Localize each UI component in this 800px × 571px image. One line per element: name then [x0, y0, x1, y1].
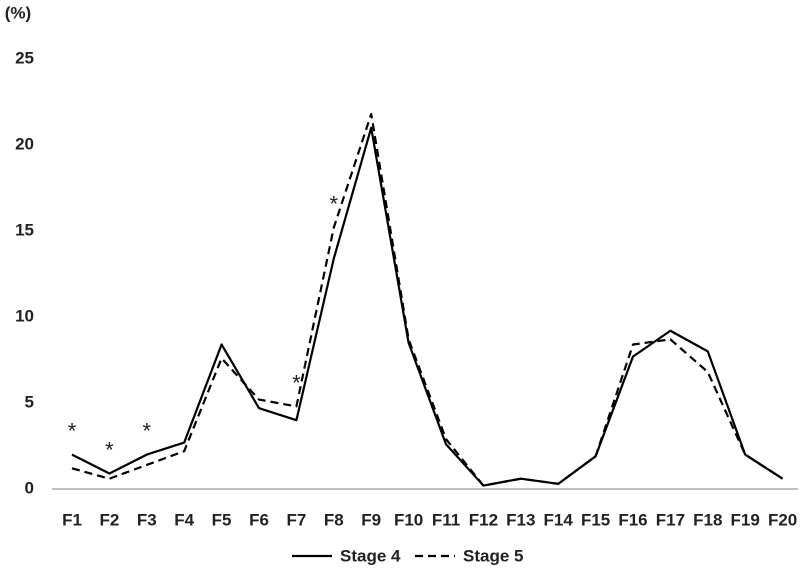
- y-tick-label: 25: [15, 48, 34, 67]
- x-tick-label: F12: [469, 510, 498, 529]
- significance-mark: *: [143, 418, 152, 443]
- x-tick-label: F3: [137, 510, 157, 529]
- legend-label: Stage 4: [340, 546, 401, 565]
- significance-mark: *: [330, 191, 339, 216]
- y-tick-label: 20: [15, 134, 34, 153]
- y-tick-label: 0: [25, 478, 34, 497]
- x-tick-label: F17: [656, 510, 685, 529]
- x-tick-label: F13: [506, 510, 535, 529]
- x-tick-label: F11: [432, 510, 460, 529]
- series-line: [71, 112, 784, 487]
- y-tick-label: 15: [15, 220, 34, 239]
- y-tick-label: 10: [15, 306, 34, 325]
- x-tick-label: F1: [62, 510, 82, 529]
- significance-mark: *: [292, 370, 301, 395]
- x-tick-label: F6: [249, 510, 269, 529]
- significance-mark: *: [68, 418, 77, 443]
- y-axis-label: (%): [5, 3, 31, 22]
- x-tick-label: F19: [731, 510, 760, 529]
- x-tick-label: F15: [581, 510, 610, 529]
- x-tick-label: F18: [693, 510, 722, 529]
- x-tick-label: F4: [174, 510, 194, 529]
- series-line: [71, 126, 784, 487]
- x-tick-label: F9: [361, 510, 381, 529]
- x-tick-label: F8: [324, 510, 344, 529]
- legend-label: Stage 5: [463, 546, 523, 565]
- significance-mark: *: [105, 437, 114, 462]
- y-tick-label: 5: [25, 392, 34, 411]
- x-tick-label: F7: [286, 510, 306, 529]
- x-tick-label: F14: [544, 510, 574, 529]
- x-tick-label: F2: [99, 510, 119, 529]
- x-tick-label: F10: [394, 510, 423, 529]
- x-tick-label: F16: [618, 510, 647, 529]
- x-tick-label: F5: [212, 510, 232, 529]
- x-tick-label: F20: [768, 510, 797, 529]
